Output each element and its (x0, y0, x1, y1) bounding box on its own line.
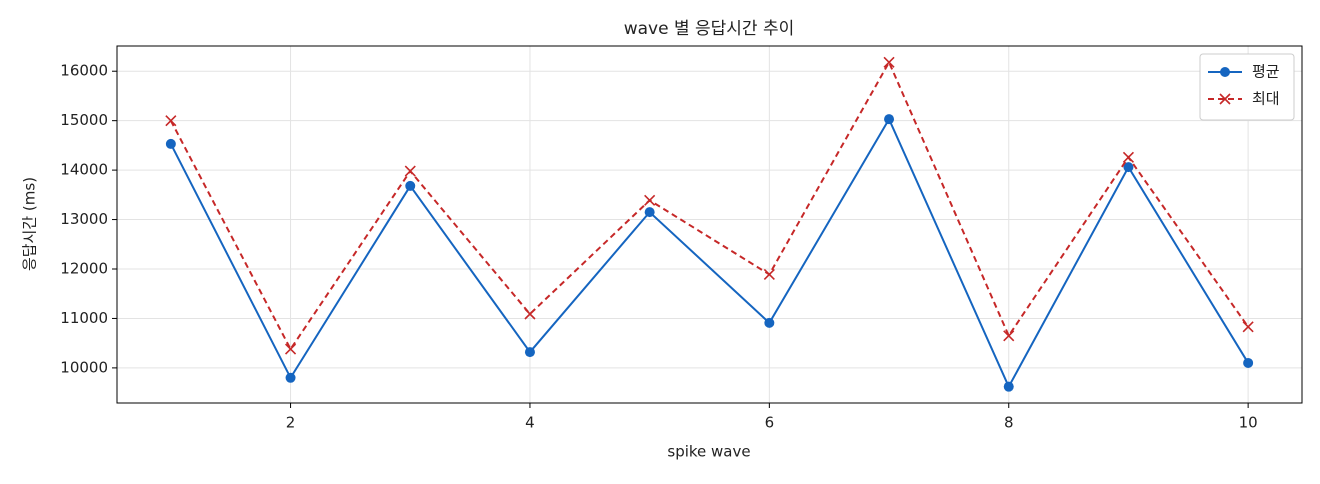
point (1003, 381, 1014, 392)
x-tick-label: 2 (286, 414, 296, 432)
legend-label: 최대 (1252, 90, 1280, 108)
y-tick-label: 10000 (60, 358, 108, 376)
plot-frame (116, 45, 1303, 404)
point (1003, 330, 1015, 342)
point (524, 308, 536, 320)
point (1242, 321, 1254, 333)
y-tick-label: 12000 (60, 260, 108, 278)
y-axis-label: 응답시간 (ms) (21, 177, 39, 271)
x-tick-label: 6 (765, 414, 775, 432)
point (405, 180, 416, 191)
y-tick-label: 13000 (60, 210, 108, 228)
line (169, 60, 1249, 352)
y-tick-label: 11000 (60, 309, 108, 327)
x-tick-label: 8 (1004, 414, 1014, 432)
point (285, 372, 296, 383)
point (763, 268, 775, 281)
x-tick-label: 4 (525, 414, 535, 432)
point (764, 317, 775, 328)
chart-title: wave 별 응답시간 추이 (624, 19, 795, 39)
point (284, 343, 297, 355)
point (165, 115, 177, 127)
y-tick-label: 14000 (60, 161, 108, 179)
point (884, 114, 895, 125)
legend-marker (1219, 93, 1231, 105)
point (644, 194, 656, 206)
point (1243, 357, 1254, 368)
y-tick-label: 16000 (60, 62, 108, 80)
x-tick-label: 10 (1239, 414, 1258, 432)
line (169, 117, 1249, 389)
legend-marker (1220, 67, 1230, 77)
legend-box (1199, 53, 1295, 121)
point (524, 347, 535, 358)
point (1122, 151, 1135, 163)
point (165, 138, 176, 149)
point (644, 207, 655, 218)
y-tick-label: 15000 (60, 111, 108, 129)
x-axis-label: spike wave (667, 443, 750, 461)
point (404, 165, 416, 177)
point (883, 56, 895, 68)
legend-label: 평균 (1252, 63, 1280, 81)
point (1123, 162, 1134, 173)
